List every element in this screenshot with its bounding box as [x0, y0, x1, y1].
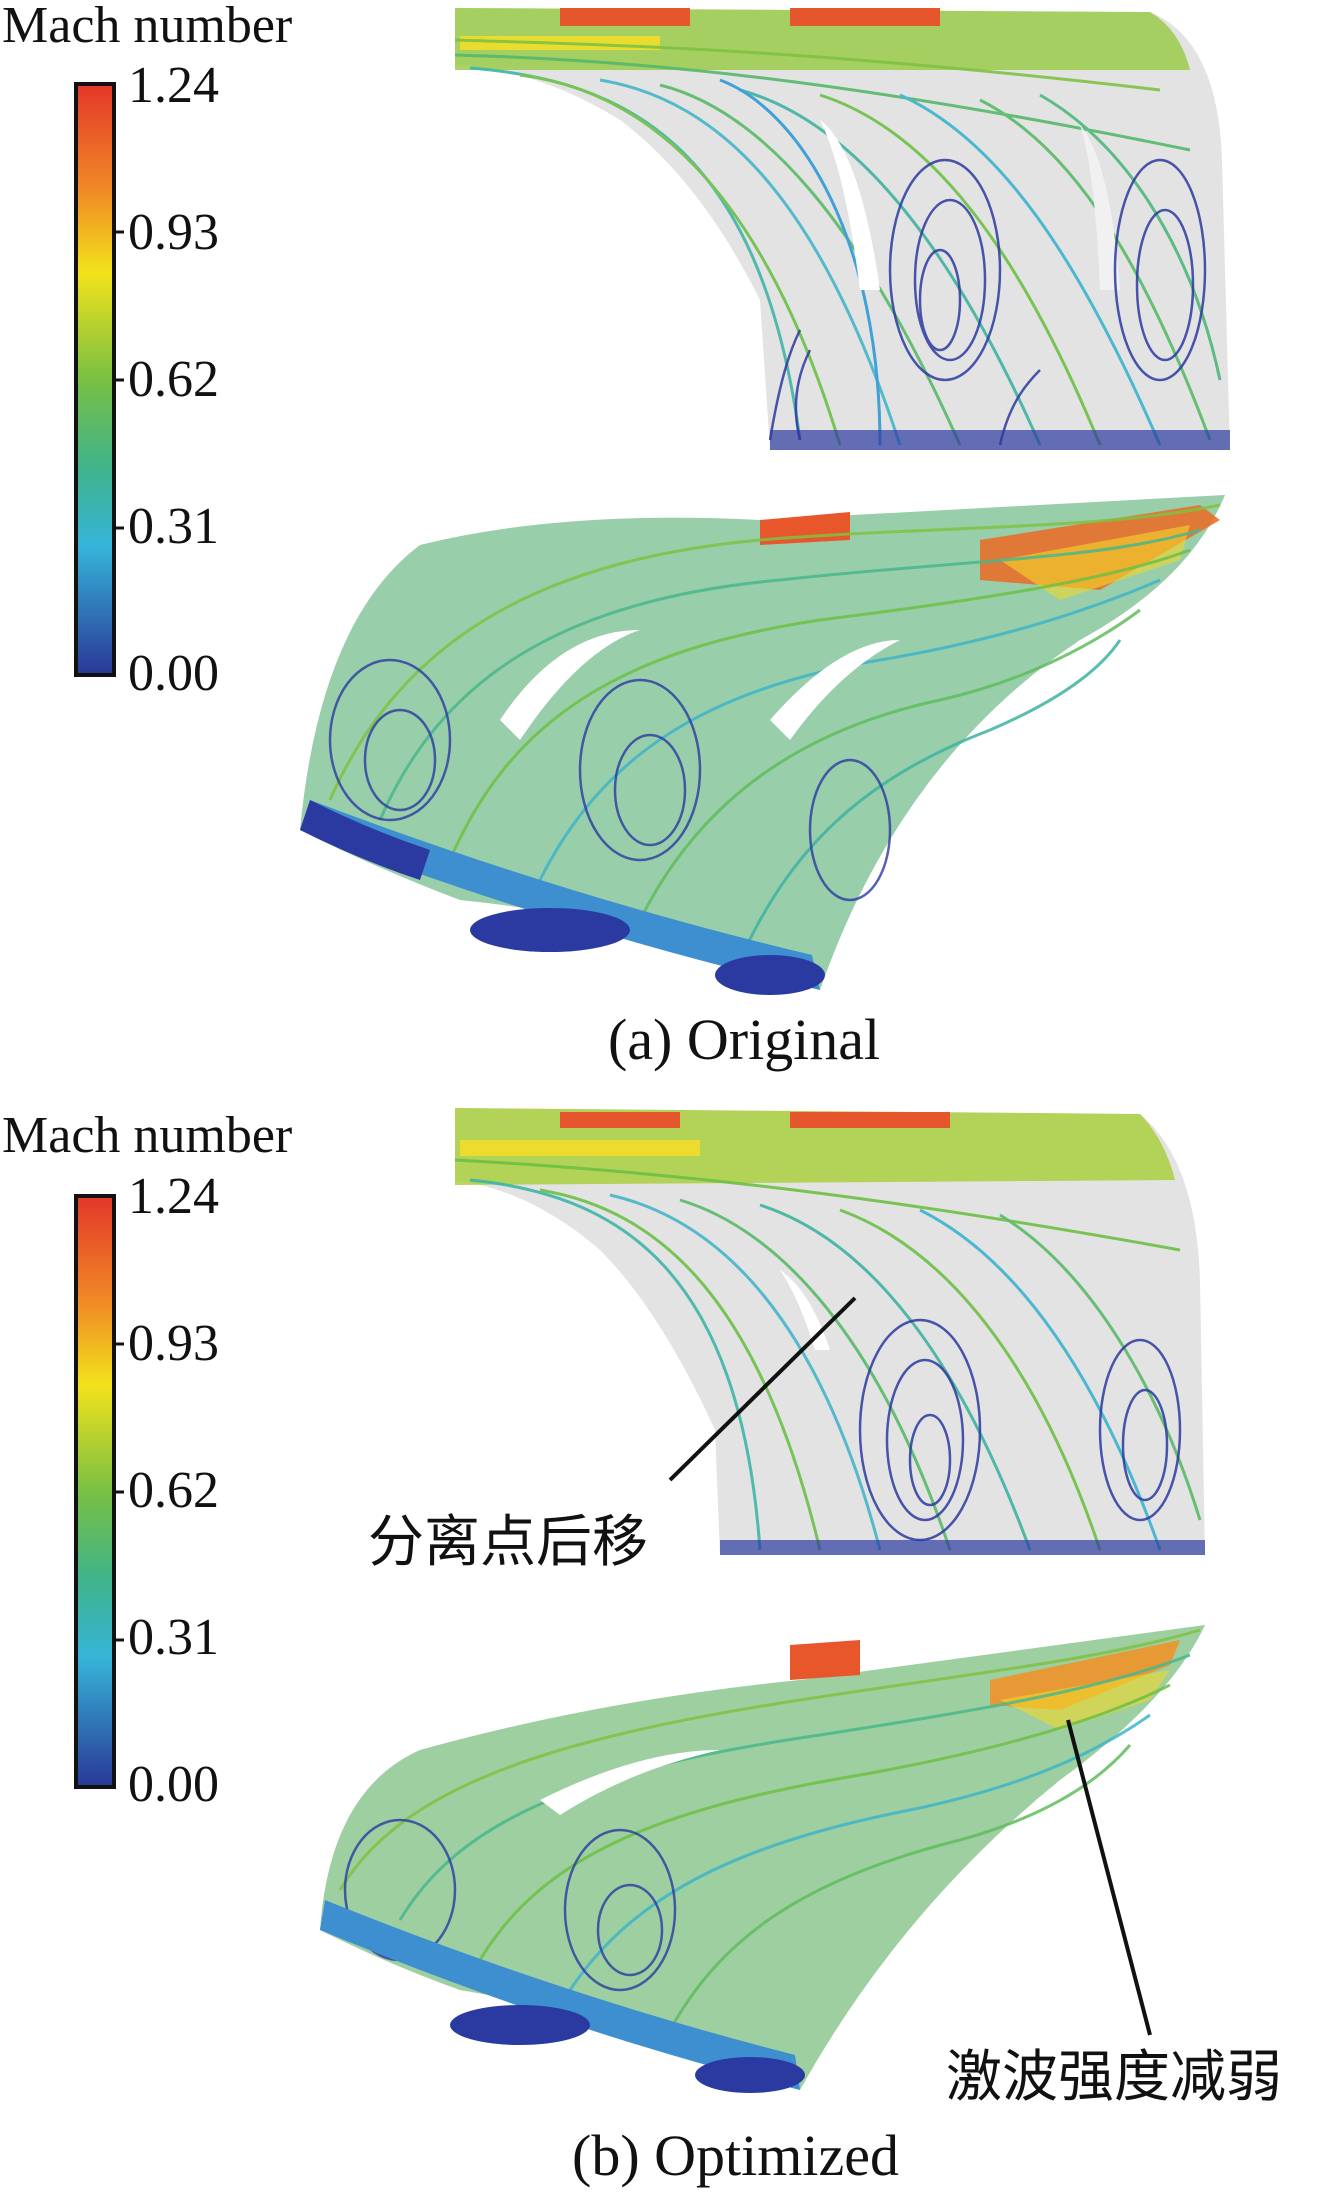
- caption-b: (b) Optimized: [572, 2123, 899, 2188]
- cascade-top-a: [454, 8, 1230, 450]
- colorbar-tick-b-5: 0.00: [128, 1756, 219, 1813]
- cascade-top-b: [454, 1108, 1205, 1555]
- colorbar-title-b: Mach number: [2, 1107, 293, 1164]
- panel-a-visualization: [74, 8, 1230, 995]
- colorbar-tick-b-2: 0.93: [128, 1315, 219, 1372]
- colorbar-a: [74, 82, 124, 677]
- colorbar-tick-a-2: 0.93: [128, 204, 219, 261]
- colorbar-title-a: Mach number: [2, 0, 293, 54]
- annotation-shock-strength: 激波强度减弱: [946, 2045, 1282, 2110]
- colorbar-tick-a-3: 0.62: [128, 351, 219, 408]
- caption-a: (a) Original: [608, 1007, 881, 1072]
- cascade-bottom-a: [300, 495, 1225, 995]
- annotation-separation-point: 分离点后移: [368, 1510, 648, 1575]
- colorbar-tick-b-1: 1.24: [128, 1168, 219, 1225]
- colorbar-b: [74, 1194, 124, 1789]
- annotation-leader-separation: [668, 1296, 857, 1482]
- annotation-leader-shock: [1066, 1719, 1152, 2036]
- panel-b-visualization: [74, 1108, 1205, 2093]
- colorbar-tick-a-4: 0.31: [128, 498, 219, 555]
- colorbar-tick-a-1: 1.24: [128, 57, 219, 114]
- colorbar-tick-b-3: 0.62: [128, 1462, 219, 1519]
- colorbar-tick-a-5: 0.00: [128, 645, 219, 702]
- colorbar-tick-b-4: 0.31: [128, 1609, 219, 1666]
- cascade-bottom-b: [320, 1625, 1205, 2093]
